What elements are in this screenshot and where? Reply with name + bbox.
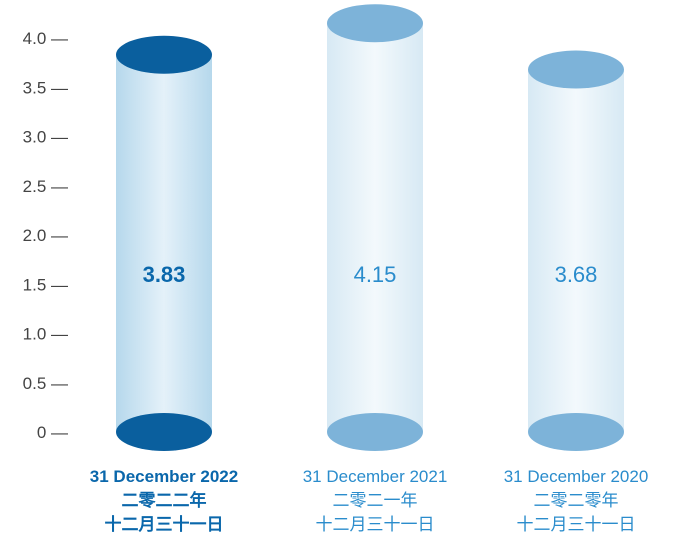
bar-body [116, 54, 212, 433]
category-label-line3: 十二月三十一日 [517, 515, 636, 534]
bars: 3.83 4.15 3.68 [116, 4, 624, 451]
value-label: 3.83 [143, 262, 186, 287]
y-tick-label: 2.5 — [23, 177, 68, 196]
y-tick-label: 0 — [37, 423, 68, 442]
y-tick-label: 3.5 — [23, 78, 68, 97]
category-label-line1: 31 December 2021 [303, 467, 448, 486]
bar-2: 3.68 [528, 50, 624, 451]
bar-body [327, 23, 423, 432]
y-tick-label: 2.0 — [23, 226, 68, 245]
y-tick-label: 1.5 — [23, 275, 68, 294]
bar-0: 3.83 [116, 35, 212, 451]
bar-top-ellipse [116, 35, 212, 74]
bar-base-ellipse [116, 413, 212, 451]
bar-body [528, 69, 624, 433]
y-tick-label: 1.0 — [23, 325, 68, 344]
bar-base-ellipse [528, 413, 624, 451]
bar-top-ellipse [528, 50, 624, 89]
category-label-line2: 二零二零年 [534, 491, 619, 510]
value-label: 4.15 [354, 262, 397, 287]
bar-1: 4.15 [327, 4, 423, 451]
y-tick-label: 4.0 — [23, 29, 68, 48]
bar-base-ellipse [327, 413, 423, 451]
value-label: 3.68 [555, 262, 598, 287]
category-label-line3: 十二月三十一日 [105, 514, 224, 534]
y-tick-label: 3.0 — [23, 128, 68, 147]
y-tick-label: 0.5 — [23, 374, 68, 393]
bar-top-ellipse [327, 4, 423, 43]
category-label-line1: 31 December 2020 [504, 467, 649, 486]
category-label-line2: 二零二一年 [333, 491, 418, 510]
category-label-line1: 31 December 2022 [90, 467, 238, 486]
y-axis: 0 — 0.5 — 1.0 — 1.5 — 2.0 — 2.5 — 3.0 — 3.5 — 4.… [23, 29, 68, 442]
category-label-line3: 十二月三十一日 [316, 515, 435, 534]
category-label-line2: 二零二二年 [122, 490, 207, 510]
